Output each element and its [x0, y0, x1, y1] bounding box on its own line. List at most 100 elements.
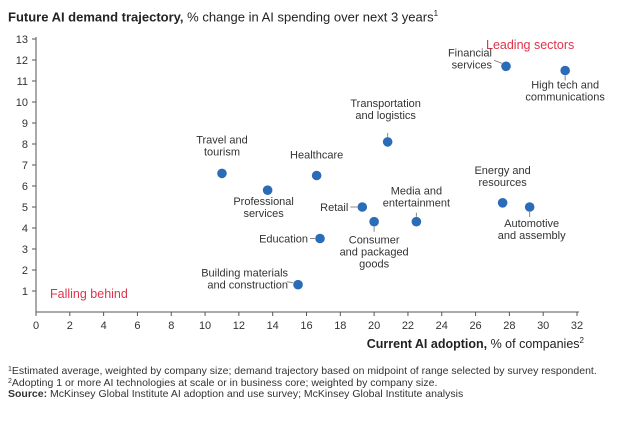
- data-point: [497, 198, 508, 208]
- y-tick-label: 1: [22, 286, 28, 298]
- data-point-group: Transportation and logistics: [350, 98, 421, 147]
- x-tick-label: 0: [33, 320, 39, 332]
- x-axis-title-main: Current AI adoption,: [366, 337, 488, 352]
- data-point-label-line: Travel and: [196, 134, 248, 146]
- x-tick-label: 14: [267, 320, 279, 332]
- data-point-group: Automotive and assembly: [498, 202, 566, 242]
- footnote-2: 2Adopting 1 or more AI technologies at s…: [8, 376, 608, 390]
- source-note: Source: McKinsey Global Institute AI ado…: [8, 388, 608, 401]
- data-point-label-line: and packaged: [340, 247, 409, 259]
- source-label: Source:: [8, 388, 48, 400]
- x-tick-label: 18: [334, 320, 346, 332]
- data-point-label: Healthcare: [290, 150, 343, 162]
- data-point-label: High tech and communications: [525, 80, 605, 104]
- x-tick-label: 30: [537, 320, 549, 332]
- data-point-group: Energy and resources: [474, 165, 531, 208]
- data-point-label: Financial services: [448, 47, 493, 71]
- data-point-group: Media and entertainment: [383, 186, 450, 227]
- footnotes: 1Estimated average, weighted by company …: [8, 365, 608, 401]
- data-point-label: Retail: [320, 202, 348, 214]
- data-point-label-line: and assembly: [498, 230, 566, 242]
- data-point: [315, 233, 325, 244]
- y-tick-label: 10: [16, 97, 28, 109]
- data-point-label: Automotive and assembly: [498, 218, 566, 242]
- data-point-label: Building materials and construction: [201, 268, 288, 292]
- x-tick-label: 10: [199, 320, 211, 332]
- chart-title: Future AI demand trajectory, % change in…: [8, 9, 438, 24]
- x-tick-label: 28: [503, 320, 515, 332]
- x-axis-title: Current AI adoption, % of companies2: [367, 336, 584, 351]
- chart-title-rest: % change in AI spending over next 3 year…: [183, 9, 434, 25]
- source-text: McKinsey Global Institute AI adoption an…: [47, 388, 464, 400]
- data-point-label-line: Building materials: [201, 268, 288, 280]
- data-point-label-line: and logistics: [355, 110, 416, 122]
- data-point: [217, 168, 227, 179]
- x-tick-label: 32: [571, 320, 583, 332]
- data-point-label-line: services: [243, 208, 284, 220]
- footnote-1-text: Estimated average, weighted by company s…: [11, 365, 597, 377]
- data-point: [311, 170, 322, 181]
- leader-line: [286, 281, 294, 284]
- data-point-group: Travel and tourism: [196, 134, 248, 179]
- data-point: [411, 216, 422, 227]
- data-point-label-line: services: [452, 59, 493, 71]
- data-point-label-line: Energy and: [474, 165, 530, 177]
- data-point: [501, 61, 511, 72]
- data-point-label: Consumer and packaged goods: [340, 235, 409, 271]
- data-point-label: Media and entertainment: [383, 186, 450, 210]
- footnote-2-mark: 2: [8, 377, 12, 385]
- data-point-group: High tech and communications: [525, 65, 605, 104]
- footnote-2-text: Adopting 1 or more AI technologies at sc…: [11, 376, 438, 389]
- x-tick-label: 22: [402, 320, 414, 332]
- data-point-label-line: Media and: [391, 186, 442, 198]
- data-point-group: Healthcare: [290, 150, 343, 181]
- y-tick-label: 8: [22, 139, 28, 151]
- data-point-label-line: communications: [525, 92, 605, 104]
- data-point-label: Energy and resources: [474, 165, 530, 189]
- data-point-label-line: Transportation: [350, 98, 421, 110]
- x-axis-title-footnote-mark: 2: [579, 336, 584, 345]
- data-point: [357, 202, 368, 212]
- x-tick-label: 20: [368, 320, 380, 332]
- data-point: [524, 202, 535, 212]
- data-point-label-line: tourism: [204, 146, 240, 158]
- chart-title-main: Future AI demand trajectory,: [8, 9, 184, 25]
- data-point-label-line: Education: [259, 234, 308, 246]
- data-point-label-line: and construction: [207, 280, 288, 292]
- footnote-1: 1Estimated average, weighted by company …: [8, 365, 608, 378]
- data-point: [262, 185, 273, 195]
- data-point-group: Building materials and construction: [201, 268, 303, 292]
- data-point-label: Transportation and logistics: [350, 98, 421, 122]
- y-tick-label: 5: [22, 202, 28, 214]
- leader-line: [493, 59, 503, 64]
- data-point-label-line: High tech and: [531, 80, 599, 92]
- data-point: [369, 216, 379, 227]
- x-tick-label: 24: [436, 320, 448, 332]
- data-point-label-line: Consumer: [349, 235, 400, 247]
- y-tick-label: 4: [22, 223, 28, 235]
- data-point: [293, 279, 303, 290]
- data-point-label: Education: [259, 234, 308, 246]
- data-point-label-line: Automotive: [504, 218, 559, 230]
- data-point-group: Professional services: [233, 185, 294, 220]
- data-point-label-line: goods: [359, 259, 389, 271]
- x-axis-title-rest: % of companies: [487, 337, 580, 352]
- y-tick-label: 11: [17, 76, 28, 88]
- x-tick-label: 16: [300, 320, 312, 332]
- y-tick-label: 9: [22, 118, 28, 130]
- x-tick-label: 4: [101, 320, 107, 332]
- data-point-group: Retail: [320, 202, 368, 214]
- y-tick-label: 13: [16, 34, 28, 46]
- y-tick-label: 3: [22, 244, 28, 256]
- y-tick-label: 12: [16, 55, 28, 67]
- x-tick-label: 2: [67, 320, 73, 332]
- data-point-group: Education: [259, 234, 325, 246]
- x-tick-label: 8: [168, 320, 174, 332]
- data-point-group: Consumer and packaged goods: [340, 216, 409, 271]
- x-tick-label: 6: [134, 320, 140, 332]
- footnote-1-mark: 1: [8, 366, 12, 373]
- x-tick-label: 12: [233, 320, 245, 332]
- data-point-label-line: Financial: [448, 47, 492, 59]
- region-label-leading: Leading sectors: [486, 38, 574, 52]
